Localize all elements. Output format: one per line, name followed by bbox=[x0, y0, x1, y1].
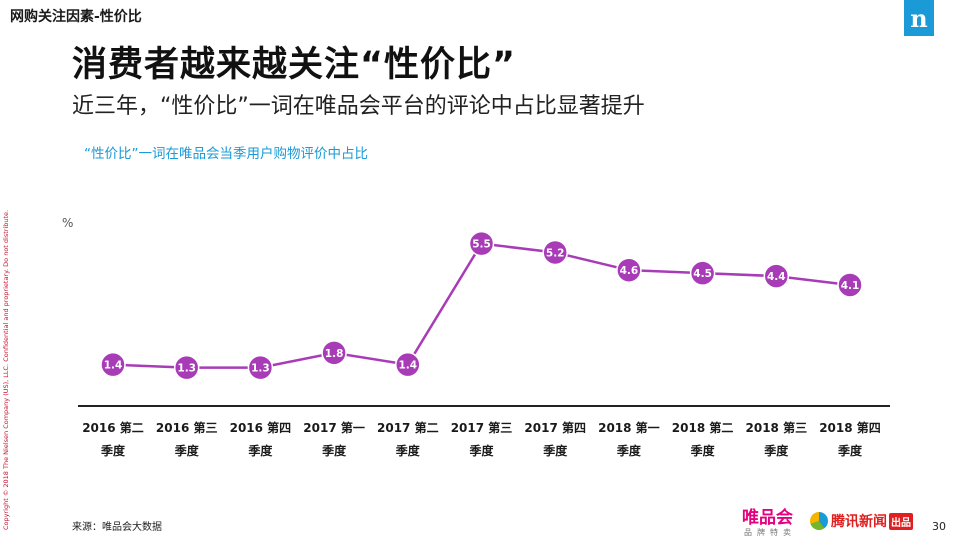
x-tick-label: 季度 bbox=[542, 443, 568, 458]
data-point-marker bbox=[689, 260, 716, 286]
x-tick-label: 2018 第一 bbox=[598, 420, 660, 435]
x-tick-label: 2017 第二 bbox=[377, 420, 439, 435]
tencent-news-logo: 腾讯新闻 出品 bbox=[810, 510, 913, 532]
x-tick-label: 2018 第四 bbox=[819, 420, 881, 435]
data-label: 1.3 bbox=[177, 363, 196, 375]
source-note: 来源：唯品会大数据 bbox=[72, 522, 162, 533]
data-point-marker bbox=[173, 354, 200, 381]
data-label: 1.4 bbox=[104, 360, 123, 372]
vip-logo-subtext: 品牌特卖 bbox=[744, 528, 796, 537]
data-point-marker bbox=[247, 354, 274, 381]
series-line bbox=[112, 242, 851, 369]
tencent-news-text: 腾讯新闻 bbox=[831, 514, 887, 530]
nielsen-logo: n bbox=[904, 0, 934, 36]
data-label: 5.2 bbox=[546, 247, 565, 259]
x-tick-label: 季度 bbox=[763, 443, 789, 458]
data-point-marker bbox=[616, 257, 642, 283]
x-tick-label: 季度 bbox=[837, 443, 863, 458]
data-point-marker bbox=[100, 351, 126, 378]
x-tick-label: 季度 bbox=[616, 443, 642, 458]
data-point-marker bbox=[837, 272, 863, 298]
data-label: 1.8 bbox=[325, 348, 344, 360]
x-tick-label: 季度 bbox=[321, 443, 347, 458]
page-number: 30 bbox=[932, 520, 946, 533]
vip-logo: 唯品会 品牌特卖 bbox=[742, 508, 806, 537]
x-tick-label: 季度 bbox=[174, 443, 200, 458]
x-tick-label: 季度 bbox=[468, 443, 494, 458]
x-tick-label: 季度 bbox=[247, 443, 273, 458]
y-axis-unit-label: % bbox=[62, 216, 74, 230]
data-point-marker bbox=[395, 351, 421, 378]
chart-title: “性价比”一词在唯品会当季用户购物评价中占比 bbox=[84, 146, 368, 162]
data-point-marker bbox=[468, 230, 495, 257]
data-label: 4.6 bbox=[620, 265, 639, 277]
x-tick-label: 季度 bbox=[100, 443, 126, 458]
data-label: 4.5 bbox=[693, 268, 712, 280]
x-tick-label: 2017 第三 bbox=[451, 420, 513, 435]
data-point-marker bbox=[542, 239, 568, 266]
vip-logo-text: 唯品会 bbox=[742, 508, 793, 528]
data-label: 1.4 bbox=[398, 360, 417, 372]
page-subtitle: 近三年，“性价比”一词在唯品会平台的评论中占比显著提升 bbox=[72, 94, 645, 119]
x-tick-label: 2017 第一 bbox=[303, 420, 365, 435]
page-title: 消费者越来越关注“性价比” bbox=[72, 45, 517, 85]
data-label: 5.5 bbox=[472, 239, 491, 251]
x-tick-label: 季度 bbox=[690, 443, 716, 458]
x-tick-label: 2016 第二 bbox=[82, 420, 144, 435]
tencent-news-icon bbox=[810, 512, 828, 530]
data-point-marker bbox=[321, 340, 347, 366]
data-markers: 1.4 1.3 1.3 1.8 1.4 5.5 5.2 4.6 4.5 4.4 4.1 bbox=[100, 230, 863, 381]
x-tick-label: 季度 bbox=[395, 443, 421, 458]
data-label: 1.3 bbox=[251, 363, 270, 375]
tencent-news-badge: 出品 bbox=[889, 512, 913, 530]
data-label: 4.4 bbox=[767, 271, 786, 283]
data-point-marker bbox=[763, 263, 790, 289]
x-tick-label: 2018 第二 bbox=[672, 420, 734, 435]
x-tick-label: 2018 第三 bbox=[746, 420, 808, 435]
data-label: 4.1 bbox=[841, 280, 860, 292]
x-tick-label: 2016 第四 bbox=[230, 420, 292, 435]
x-tick-label: 2017 第四 bbox=[524, 420, 586, 435]
section-label: 网购关注因素-性价比 bbox=[10, 9, 142, 25]
x-tick-label: 2016 第三 bbox=[156, 420, 218, 435]
